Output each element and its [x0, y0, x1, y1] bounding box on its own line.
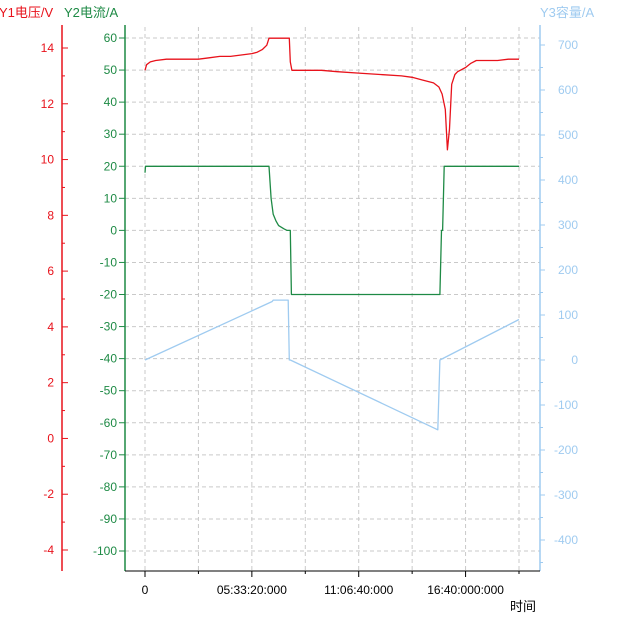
- y2-tick-label: -40: [100, 352, 118, 366]
- y3-tick-label: 0: [571, 353, 578, 367]
- y3-tick-label: 300: [558, 218, 578, 232]
- y2-tick-label: -50: [100, 384, 118, 398]
- y3-axis-title: Y3容量/A: [540, 5, 595, 20]
- y2-tick-label: -60: [100, 416, 118, 430]
- y2-tick-label: 30: [104, 127, 118, 141]
- y3-tick-label: 500: [558, 128, 578, 142]
- y2-tick-label: 0: [110, 223, 117, 237]
- y2-tick-label: 10: [104, 191, 118, 205]
- y1-tick-label: 14: [41, 41, 55, 55]
- y2-tick-label: -80: [100, 480, 118, 494]
- y1-tick-label: 0: [47, 431, 54, 445]
- x-tick-label: 05:33:20:000: [217, 583, 287, 597]
- y3-tick-label: 100: [558, 308, 578, 322]
- x-tick-label: 11:06:40:000: [324, 583, 394, 597]
- y3-tick-label: -300: [554, 488, 578, 502]
- y2-axis-title: Y2电流/A: [64, 5, 119, 20]
- y2-tick-label: -100: [93, 544, 117, 558]
- y3-tick-label: -200: [554, 443, 578, 457]
- y2-series-line: [144, 165, 519, 296]
- y1-tick-label: -2: [43, 487, 54, 501]
- y3-tick-label: -100: [554, 398, 578, 412]
- x-axis-title: 时间: [510, 599, 536, 614]
- y1-tick-label: 10: [41, 153, 55, 167]
- axes: -4-202468101214-100-90-80-70-60-50-40-30…: [41, 25, 578, 597]
- y3-series-line: [144, 299, 520, 431]
- y2-tick-label: -20: [100, 288, 118, 302]
- y1-tick-label: 12: [41, 97, 55, 111]
- y2-tick-label: 40: [104, 95, 118, 109]
- y2-tick-label: 60: [104, 31, 118, 45]
- y1-series-line: [144, 37, 519, 151]
- y1-tick-label: -4: [43, 543, 54, 557]
- y3-tick-label: 200: [558, 263, 578, 277]
- y1-tick-label: 8: [47, 208, 54, 222]
- y3-tick-label: 400: [558, 173, 578, 187]
- axis-titles: Y1电压/V Y2电流/A Y3容量/A 时间: [0, 5, 595, 614]
- y2-tick-label: 20: [104, 159, 118, 173]
- y1-tick-label: 2: [47, 376, 54, 390]
- x-tick-label: 0: [142, 583, 149, 597]
- y2-tick-label: -70: [100, 448, 118, 462]
- y3-tick-label: 700: [558, 38, 578, 52]
- y2-tick-label: -30: [100, 320, 118, 334]
- y2-tick-label: 50: [104, 63, 118, 77]
- grid: [125, 27, 540, 571]
- series-lines: [144, 37, 520, 431]
- y1-axis-title: Y1电压/V: [0, 5, 54, 20]
- y1-tick-label: 4: [47, 320, 54, 334]
- x-tick-label: 16:40:000:000: [427, 583, 504, 597]
- y3-tick-label: 600: [558, 83, 578, 97]
- y3-tick-label: -400: [554, 533, 578, 547]
- y2-tick-label: -10: [100, 255, 118, 269]
- y2-tick-label: -90: [100, 512, 118, 526]
- y1-tick-label: 6: [47, 264, 54, 278]
